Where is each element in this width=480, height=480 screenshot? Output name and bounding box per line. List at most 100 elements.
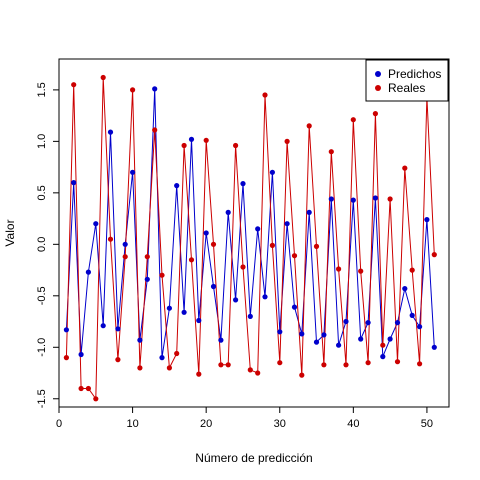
- point-predichos: [306, 209, 312, 215]
- point-predichos: [365, 320, 371, 326]
- point-reales: [343, 362, 349, 368]
- y-tick-label: 1.0: [36, 134, 48, 149]
- point-predichos: [152, 86, 158, 92]
- point-predichos: [78, 351, 84, 358]
- point-predichos: [321, 332, 327, 338]
- point-reales: [233, 142, 239, 149]
- point-reales: [218, 362, 224, 368]
- y-tick-label: -0.5: [36, 286, 48, 305]
- point-reales: [115, 357, 121, 363]
- point-reales: [159, 272, 165, 278]
- x-tick-label: 40: [347, 418, 359, 430]
- point-predichos: [188, 136, 195, 142]
- point-reales: [181, 142, 187, 149]
- point-reales: [277, 360, 283, 366]
- point-reales: [78, 385, 84, 392]
- point-reales: [336, 266, 342, 272]
- point-reales: [152, 127, 158, 133]
- point-predichos: [181, 309, 187, 315]
- legend: Predichos Reales: [365, 59, 449, 102]
- point-predichos: [203, 230, 209, 236]
- point-predichos: [233, 297, 239, 303]
- point-reales: [203, 137, 209, 143]
- point-reales: [313, 243, 320, 249]
- point-reales: [100, 74, 106, 81]
- point-predichos: [218, 337, 224, 343]
- point-predichos: [409, 312, 415, 318]
- y-tick-label: 0.5: [36, 185, 48, 200]
- point-predichos: [130, 169, 136, 175]
- x-tick-label: 0: [56, 418, 62, 430]
- point-predichos: [277, 329, 283, 335]
- point-predichos: [122, 241, 128, 247]
- point-reales: [130, 87, 136, 93]
- series-layer: [63, 74, 437, 402]
- point-reales: [144, 254, 150, 260]
- point-reales: [417, 361, 423, 367]
- point-reales: [255, 370, 261, 376]
- point-reales: [269, 242, 275, 248]
- point-predichos: [336, 342, 342, 348]
- point-reales: [240, 264, 246, 270]
- point-predichos: [402, 286, 408, 292]
- x-tick-label: 30: [274, 418, 286, 430]
- point-reales: [93, 396, 99, 402]
- legend-label-reales: Reales: [388, 81, 425, 95]
- point-reales: [284, 138, 290, 144]
- point-reales: [402, 165, 408, 171]
- point-predichos: [431, 344, 437, 350]
- x-tick-label: 10: [126, 418, 138, 430]
- point-reales: [107, 236, 114, 242]
- y-tick-label: -1.0: [36, 338, 48, 357]
- point-reales: [387, 196, 393, 202]
- point-reales: [137, 365, 143, 371]
- point-reales: [321, 362, 327, 368]
- legend-marker-predichos: [375, 71, 381, 77]
- point-predichos: [284, 221, 290, 227]
- point-reales: [394, 359, 401, 365]
- point-predichos: [107, 129, 114, 135]
- y-tick-label: -1.5: [36, 389, 48, 408]
- point-reales: [166, 365, 172, 371]
- point-predichos: [225, 209, 231, 215]
- point-reales: [291, 253, 298, 259]
- point-reales: [380, 342, 386, 348]
- point-reales: [71, 82, 77, 88]
- point-reales: [358, 268, 364, 274]
- point-reales: [431, 252, 437, 258]
- legend-label-predichos: Predichos: [388, 67, 441, 81]
- point-predichos: [299, 331, 305, 337]
- point-predichos: [255, 226, 261, 232]
- point-reales: [262, 92, 268, 98]
- point-reales: [306, 123, 312, 129]
- point-predichos: [196, 317, 202, 324]
- point-predichos: [115, 326, 121, 332]
- point-reales: [328, 149, 334, 155]
- point-predichos: [387, 336, 393, 342]
- point-predichos: [343, 318, 349, 325]
- x-axis: 0 10 20 30 40 50: [56, 407, 433, 430]
- point-predichos: [262, 294, 268, 300]
- point-predichos: [269, 169, 275, 175]
- point-reales: [122, 254, 128, 260]
- point-predichos: [328, 196, 334, 202]
- point-predichos: [417, 324, 423, 330]
- point-predichos: [174, 183, 180, 189]
- point-predichos: [291, 304, 298, 310]
- point-predichos: [100, 323, 106, 329]
- point-reales: [409, 267, 415, 273]
- legend-box: [365, 59, 449, 102]
- plot-frame: [58, 58, 450, 408]
- x-tick-label: 50: [421, 418, 433, 430]
- point-reales: [225, 362, 231, 368]
- point-predichos: [63, 327, 69, 333]
- point-predichos: [380, 354, 386, 360]
- point-predichos: [85, 269, 91, 275]
- point-predichos: [166, 305, 172, 311]
- point-predichos: [93, 221, 99, 227]
- point-predichos: [313, 339, 320, 345]
- point-reales: [63, 355, 69, 361]
- point-reales: [365, 360, 371, 366]
- x-tick-label: 20: [200, 418, 212, 430]
- point-reales: [210, 241, 217, 247]
